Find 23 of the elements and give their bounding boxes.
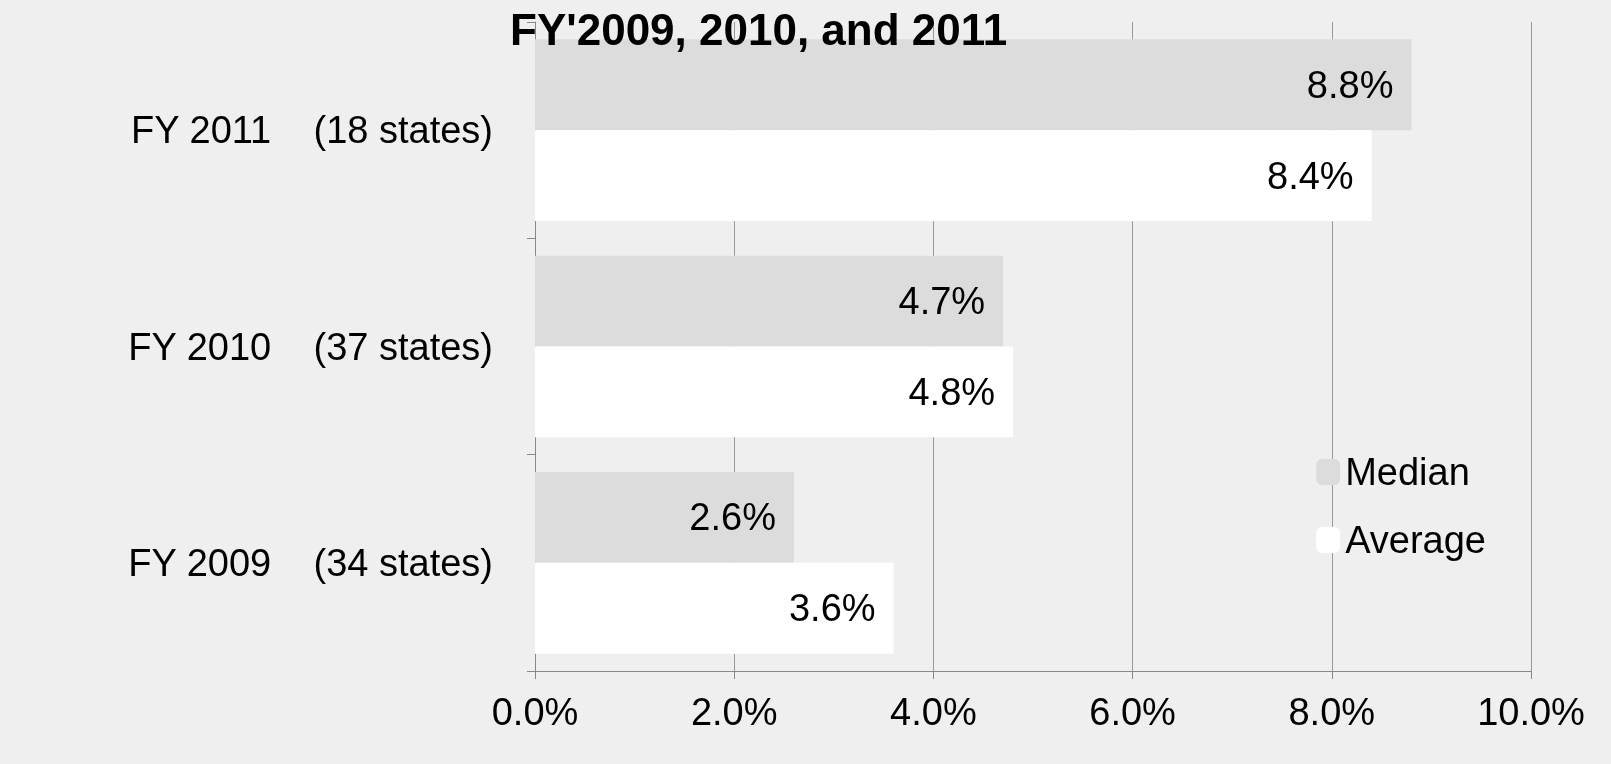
bar xyxy=(535,346,1014,438)
y-tick-label: FY 2009 (34 states) xyxy=(128,541,493,584)
bar xyxy=(535,471,794,563)
y-tick-label: FY 2010 (37 states) xyxy=(128,325,493,368)
chart-title: FY'2009, 2010, and 2011 xyxy=(510,4,1008,54)
data-label: 8.4% xyxy=(1267,154,1354,197)
data-label: 8.8% xyxy=(1306,63,1394,106)
data-label: 3.6% xyxy=(788,587,876,630)
data-label: 4.8% xyxy=(908,370,996,413)
data-label: 2.6% xyxy=(689,496,776,539)
x-tick-label: 8.0% xyxy=(1288,691,1376,733)
x-tick-label: 4.0% xyxy=(890,691,977,733)
x-tick-label: 10.0% xyxy=(1477,691,1585,733)
bar xyxy=(535,562,894,654)
x-tick-label: 0.0% xyxy=(491,691,579,733)
data-label: 4.7% xyxy=(898,280,986,323)
x-tick-label: 2.0% xyxy=(690,691,778,733)
legend-label: Median xyxy=(1345,451,1470,493)
bar xyxy=(535,130,1372,222)
x-tick-label: 6.0% xyxy=(1089,691,1176,733)
bar xyxy=(535,255,1004,347)
y-tick-label: FY 2011 (18 states) xyxy=(131,109,493,152)
legend-label: Average xyxy=(1345,519,1487,561)
